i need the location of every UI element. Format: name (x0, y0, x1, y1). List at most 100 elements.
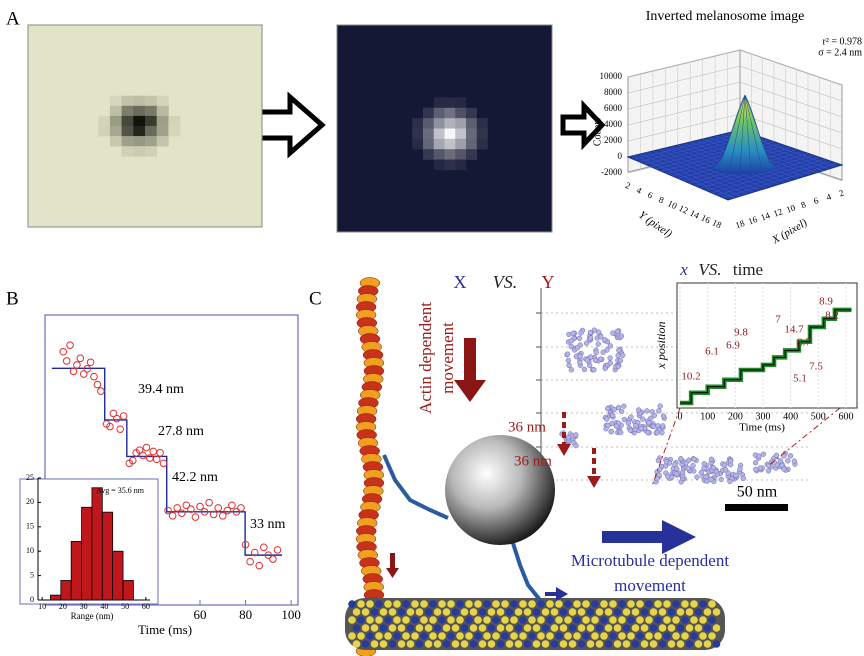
tubulin (569, 624, 577, 632)
tubulin (654, 600, 662, 608)
pixel (455, 160, 466, 171)
tubulin (551, 608, 559, 616)
connector (768, 408, 840, 466)
pixel (110, 126, 122, 136)
trajectory-point (603, 366, 608, 371)
pixel (423, 118, 434, 129)
pixel (122, 126, 134, 136)
tubulin (488, 608, 496, 616)
tubulin (672, 600, 680, 608)
pixel (168, 116, 180, 126)
tubulin (519, 632, 527, 640)
tubulin (461, 640, 469, 648)
step-label: 5.1 (793, 373, 807, 385)
tubulin (596, 640, 604, 648)
pixel (445, 108, 456, 119)
pixel (445, 118, 456, 129)
pixel (434, 139, 445, 150)
tubulin (542, 624, 550, 632)
trajectory-point (574, 443, 579, 448)
tubulin (564, 616, 572, 624)
tubulin (380, 640, 388, 648)
tubulin (375, 600, 383, 608)
trajectory-point (598, 334, 603, 339)
tubulin (447, 632, 455, 640)
tubulin (411, 616, 419, 624)
tubulin (434, 608, 442, 616)
tubulin (695, 608, 703, 616)
trajectory-point (753, 460, 758, 465)
trajectory-point (686, 466, 691, 471)
tubulin (623, 608, 631, 616)
trajectory-point (618, 358, 623, 363)
y-tick-label: 6 (646, 190, 655, 201)
trajectory-point (628, 428, 633, 433)
step-label: 10.2 (681, 371, 700, 383)
tubulin (614, 640, 622, 648)
trajectory-point (660, 424, 665, 429)
tubulin (416, 624, 424, 632)
tubulin (492, 600, 500, 608)
tubulin (668, 640, 676, 648)
pixel (157, 116, 169, 126)
x-tick-label: 8 (800, 199, 808, 210)
x-tick-label: 6 (812, 195, 820, 206)
tubulin (357, 600, 365, 608)
trajectory-point (620, 353, 625, 358)
tubulin (546, 632, 554, 640)
trajectory-point (618, 430, 623, 435)
tubulin (659, 640, 667, 648)
tubulin (425, 640, 433, 648)
tubulin (546, 616, 554, 624)
tubulin (578, 640, 586, 648)
tubulin (618, 600, 626, 608)
tubulin (690, 616, 698, 624)
tubulin (596, 624, 604, 632)
trajectory-point (761, 452, 766, 457)
tubulin (537, 632, 545, 640)
step-label: 8.7 (797, 337, 811, 349)
y-tick-label: 25 (26, 473, 34, 482)
trajectory-point (566, 435, 571, 440)
tubulin (384, 600, 392, 608)
pixel (423, 149, 434, 160)
histogram-bar (71, 541, 81, 600)
tubulin (704, 640, 712, 648)
trajectory-point (577, 360, 582, 365)
tubulin (510, 600, 518, 608)
pixel (157, 106, 169, 116)
tubulin (456, 600, 464, 608)
tubulin (348, 616, 356, 624)
x-tick-label: 80 (239, 607, 252, 622)
tubulin (528, 632, 536, 640)
trajectory-point (610, 413, 615, 418)
trajectory-point (569, 339, 574, 344)
trajectory-point (608, 356, 613, 361)
trajectory-point (686, 458, 691, 463)
pixel (423, 129, 434, 140)
tubulin (510, 616, 518, 624)
tubulin (591, 632, 599, 640)
tubulin (614, 608, 622, 616)
tubulin (366, 632, 374, 640)
tubulin (407, 624, 415, 632)
pixel (412, 118, 423, 129)
trajectory-point (733, 473, 738, 478)
tubulin (555, 616, 563, 624)
tubulin (389, 624, 397, 632)
trajectory-point (738, 467, 743, 472)
tubulin (663, 632, 671, 640)
tubulin (353, 640, 361, 648)
tubulin (573, 632, 581, 640)
trajectory-point (774, 453, 779, 458)
tubulin (425, 624, 433, 632)
pixel (98, 126, 110, 136)
tubulin (470, 640, 478, 648)
arrow-head (557, 444, 571, 456)
annotation: r² = 0.978 (823, 36, 862, 47)
trajectory-point (608, 343, 613, 348)
tubulin (501, 600, 509, 608)
pixel (133, 126, 145, 136)
step-label: 6.9 (726, 340, 740, 352)
tubulin (501, 632, 509, 640)
